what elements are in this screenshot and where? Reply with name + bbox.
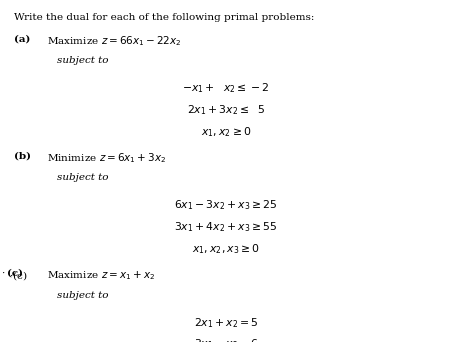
- Text: $3x_1 - x_2 = 6$: $3x_1 - x_2 = 6$: [193, 338, 258, 342]
- Text: $6x_1 - 3x_2 + x_3 \geq 25$: $6x_1 - 3x_2 + x_3 \geq 25$: [174, 198, 277, 212]
- Text: subject to: subject to: [57, 56, 108, 65]
- Text: (a): (a): [14, 34, 31, 43]
- Text: subject to: subject to: [57, 291, 108, 300]
- Text: $3x_1 + 4x_2 + x_3 \geq 55$: $3x_1 + 4x_2 + x_3 \geq 55$: [174, 220, 277, 234]
- Text: (b): (b): [14, 152, 31, 160]
- Text: $2x_1 + 3x_2 \leq\ \ 5$: $2x_1 + 3x_2 \leq\ \ 5$: [186, 103, 265, 117]
- Text: subject to: subject to: [57, 173, 108, 182]
- Text: Minimize $z = 6x_1 + 3x_2$: Minimize $z = 6x_1 + 3x_2$: [47, 152, 166, 166]
- Text: $-x_1 +\ \ x_2 \leq -2$: $-x_1 +\ \ x_2 \leq -2$: [182, 81, 269, 95]
- Text: Write the dual for each of the following primal problems:: Write the dual for each of the following…: [14, 13, 314, 22]
- Text: $\cdot$(c): $\cdot$(c): [9, 269, 28, 282]
- Text: $2x_1 + x_2 = 5$: $2x_1 + x_2 = 5$: [193, 316, 258, 330]
- Text: ·: ·: [1, 269, 5, 278]
- Text: (c): (c): [7, 269, 23, 278]
- Text: Maximize $z = 66x_1 - 22x_2$: Maximize $z = 66x_1 - 22x_2$: [47, 34, 181, 48]
- Text: $x_1, x_2 \geq 0$: $x_1, x_2 \geq 0$: [200, 125, 251, 139]
- Text: $x_1, x_2, x_3 \geq 0$: $x_1, x_2, x_3 \geq 0$: [192, 242, 259, 256]
- Text: Maximize $z = x_1 + x_2$: Maximize $z = x_1 + x_2$: [47, 269, 155, 282]
